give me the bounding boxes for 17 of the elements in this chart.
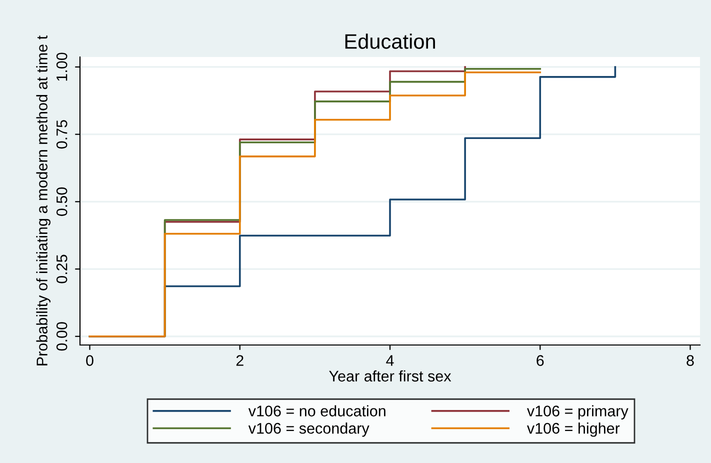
y-tick-label: 1.00	[56, 52, 68, 81]
legend-label: v106 = primary	[526, 405, 628, 420]
y-tick-label: 0.75	[56, 120, 68, 149]
y-tick-label: 0.00	[56, 322, 68, 351]
x-tick-label: 6	[536, 355, 544, 366]
legend-label: v106 = higher	[526, 422, 620, 437]
y-axis-title: Probability of initiating a modern method at time t	[36, 36, 50, 366]
y-tick-label: 0.25	[56, 254, 68, 284]
chart-title: Education	[345, 34, 435, 49]
x-tick-label: 2	[236, 355, 244, 366]
y-tick-label: 0.50	[56, 187, 68, 216]
legend-label: v106 = no education	[248, 405, 386, 416]
x-tick-label: 8	[686, 355, 694, 366]
legend-label: v106 = secondary	[248, 422, 370, 437]
x-tick-label: 0	[86, 355, 94, 366]
x-axis-title: Year after first sex	[329, 370, 452, 382]
x-tick-label: 4	[386, 355, 394, 366]
